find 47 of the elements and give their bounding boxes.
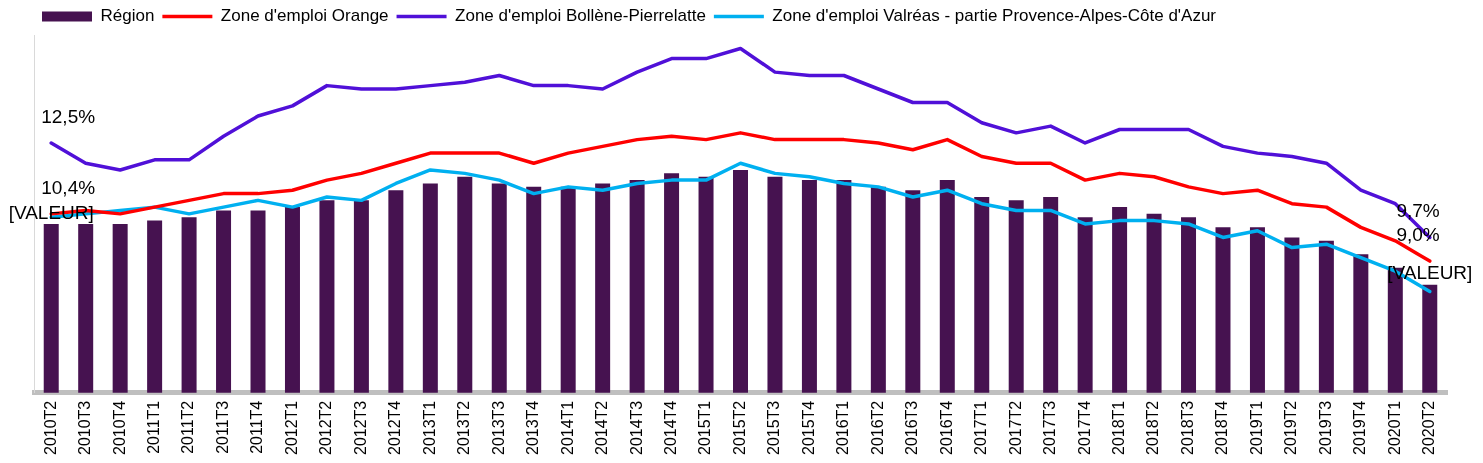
x-tick-label: 2018T1 [1110,400,1127,455]
x-tick-label: 2019T2 [1282,400,1300,455]
x-tick-label: 2016T3 [903,400,921,455]
x-tick-label: 2013T2 [455,400,473,455]
x-tick-label: 2014T4 [661,400,679,455]
x-tick-label: 2012T4 [386,400,404,455]
x-tick-label: 2015T4 [799,400,817,455]
x-tick-label: 2018T4 [1213,400,1231,455]
x-tick-label: 2016T4 [937,400,955,455]
data-label: 12,5% [41,105,96,127]
x-tick-label: 2010T4 [110,400,128,455]
x-tick-label: 2020T1 [1385,400,1403,455]
x-tick-label: 2017T4 [1075,400,1093,455]
x-tick-label: 2011T1 [145,400,163,454]
x-tick-label: 2010T2 [41,400,59,455]
x-tick-label: 2019T3 [1316,400,1334,455]
x-tick-label: 2015T1 [696,400,714,455]
legend-label: Zone d'emploi Bollène-Pierrelatte [455,6,706,26]
x-tick-label: 2016T1 [834,400,852,455]
x-tick-label: 2020T2 [1420,400,1438,455]
x-tick-label: 2010T3 [76,400,94,455]
x-tick-label: 2018T2 [1144,400,1162,455]
x-tick-label: 2011T4 [248,400,266,454]
x-tick-label: 2014T2 [593,400,611,455]
x-tick-label: 2017T1 [972,400,990,455]
x-tick-label: 2013T4 [524,400,542,455]
x-tick-label: 2013T1 [420,400,438,455]
x-tick-label: 2011T2 [179,400,197,454]
x-tick-label: 2015T3 [765,400,783,455]
x-tick-label: 2014T3 [627,400,645,455]
legend-label: Zone d'emploi Orange [220,6,389,26]
x-tick-label: 2017T3 [1041,400,1059,455]
x-tick-label: 2019T4 [1351,400,1369,455]
x-tick-label: 2012T2 [317,400,335,455]
x-tick-label: 2015T2 [730,400,748,455]
x-tick-label: 2014T1 [558,400,576,455]
x-tick-label: 2012T3 [351,400,369,455]
x-tick-label: 2018T3 [1178,400,1196,455]
x-tick-label: 2016T2 [868,400,886,455]
legend-label: Zone d'emploi Valréas - partie Provence-Alpes-Côte d'Azur [772,6,1217,26]
x-tick-label: 2013T3 [489,400,507,455]
x-tick-label: 2017T2 [1006,400,1024,455]
x-tick-label: 2019T1 [1247,400,1265,455]
x-tick-label: 2011T3 [213,400,231,454]
legend-label: Région [100,6,155,26]
x-tick-label: 2012T1 [282,400,300,455]
data-label: 10,4% [41,176,96,198]
